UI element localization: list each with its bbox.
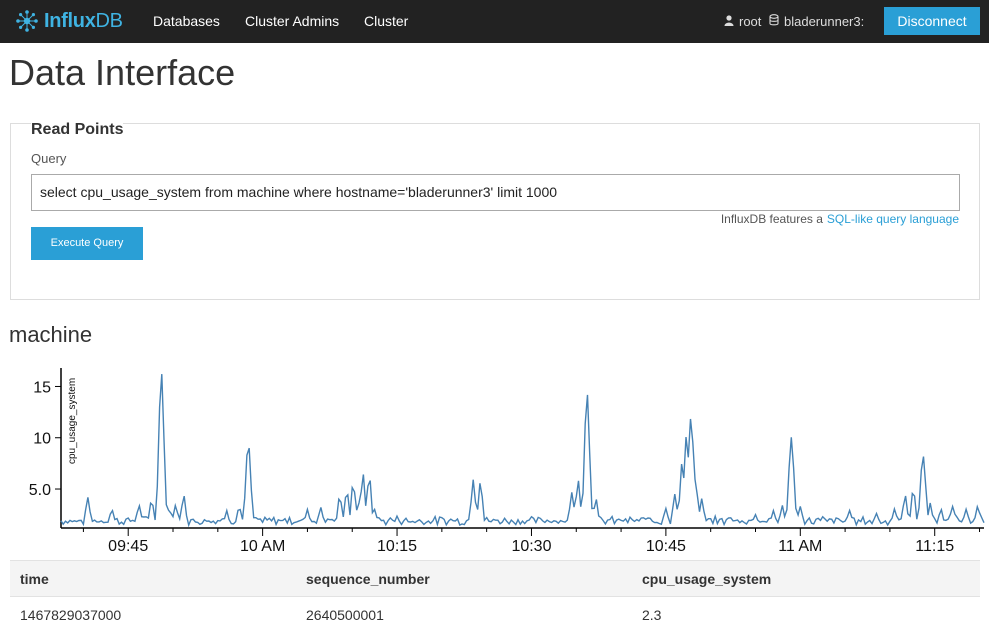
x-tick-label: 10:30 [511,538,551,555]
x-tick-label: 10:45 [646,538,686,555]
current-user: root [724,13,761,30]
results-table: time sequence_number cpu_usage_system 14… [10,560,980,634]
x-tick-label: 09:45 [108,538,148,555]
user-icon [724,13,739,30]
y-tick-label: 15 [33,379,51,396]
cpu-usage-line-chart: 5.0 10 15 09:45 10 AM 10:15 10:30 10:45 11 AM 11… [29,368,985,555]
sql-language-link[interactable]: SQL-like query language [826,212,959,226]
column-header-sequence-number[interactable]: sequence_number [306,571,430,587]
y-tick-label: 10 [33,431,51,448]
y-axis-label: cpu_usage_system [67,378,78,464]
disconnect-button[interactable]: Disconnect [884,7,980,35]
y-tick-label: 5.0 [29,482,51,499]
series-line-cpu-usage-system [60,374,985,528]
nav-cluster-admins[interactable]: Cluster Admins [245,13,340,29]
top-navbar: InfluxDB Databases Cluster Admins Cluste… [0,0,989,43]
nav-cluster[interactable]: Cluster [364,13,409,29]
current-database: bladerunner3: [769,13,864,30]
influxdb-logo-icon [14,8,40,34]
cell-time: 1467829037000 [20,607,122,623]
x-tick-label: 11 AM [778,538,822,555]
cell-sequence-number: 2640500001 [306,607,384,623]
execute-query-button[interactable]: Execute Query [31,227,143,260]
y-axis: 5.0 10 15 [29,368,62,528]
table-row: 1467829037000 2640500001 2.3 [10,597,980,634]
query-label: Query [31,151,67,166]
username: root [739,14,762,29]
column-header-cpu-usage-system[interactable]: cpu_usage_system [642,571,772,587]
x-tick-label: 10 AM [240,538,285,555]
help-prefix: InfluxDB features a [720,212,823,226]
database-icon [769,13,784,30]
x-tick-label: 10:15 [377,538,417,555]
nav-databases[interactable]: Databases [153,13,220,29]
x-tick-label: 11:15 [915,538,954,555]
read-points-title: Read Points [31,119,124,141]
database-name: bladerunner3: [784,14,865,29]
brand-logo[interactable]: InfluxDB [14,8,123,34]
results-header-row: time sequence_number cpu_usage_system [10,560,980,597]
query-input[interactable]: select cpu_usage_system from machine whe… [31,174,960,211]
column-header-time[interactable]: time [20,571,49,587]
read-points-panel: Read Points Query select cpu_usage_syste… [10,119,980,300]
series-title: machine [9,322,93,347]
brand-name: InfluxDB [44,10,123,32]
query-help-text: InfluxDB features a SQL-like query langua… [721,212,959,227]
x-axis: 09:45 10 AM 10:15 10:30 10:45 11 AM 11:15 [61,527,984,555]
page-title: Data Interface [9,52,236,93]
cell-cpu-usage-system: 2.3 [642,607,662,623]
